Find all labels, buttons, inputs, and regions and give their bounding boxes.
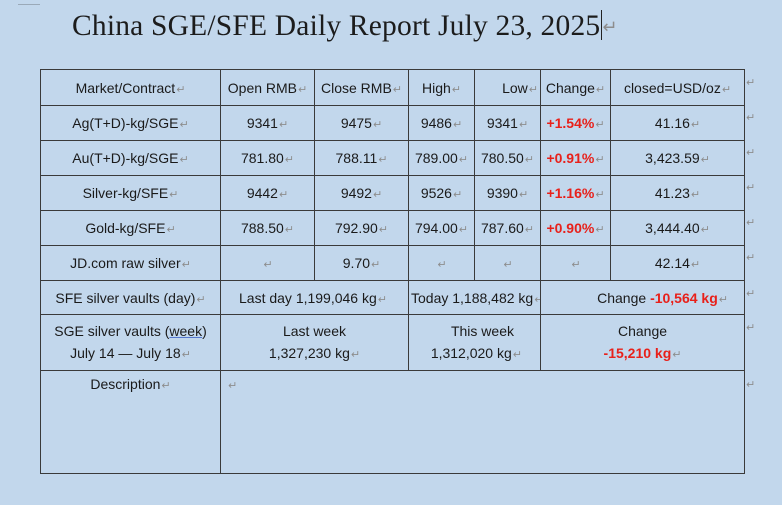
vaults-day-today[interactable]: Today 1,188,482 kg↵ [408, 280, 541, 315]
page-corner-mark [18, 0, 40, 5]
header-change[interactable]: Change↵ [540, 69, 611, 106]
report-title[interactable]: China SGE/SFE Daily Report July 23, 2025… [72, 10, 672, 43]
table-row: JD.com raw silver↵ ↵ 9.70↵ ↵ ↵ ↵ 42.14↵ [40, 245, 745, 281]
cell-high[interactable]: 9526↵ [408, 175, 475, 211]
cell-open[interactable]: ↵ [220, 245, 315, 281]
cell-change[interactable]: +1.16%↵ [540, 175, 611, 211]
vaults-week-label[interactable]: SGE silver vaults (week) July 14 — July … [40, 314, 221, 371]
cell-close[interactable]: 9475↵ [314, 105, 409, 141]
paragraph-mark-icon: ↵ [602, 17, 618, 38]
header-usd[interactable]: closed=USD/oz↵ [610, 69, 745, 106]
report-title-text: China SGE/SFE Daily Report July 23, 2025 [72, 10, 601, 42]
cell-usd[interactable]: 3,423.59↵ [610, 140, 745, 176]
cell-high[interactable]: ↵ [408, 245, 475, 281]
cell-market[interactable]: Gold-kg/SFE↵ [40, 210, 221, 246]
cell-market[interactable]: Au(T+D)-kg/SGE↵ [40, 140, 221, 176]
description-text[interactable]: ↵ [220, 370, 745, 474]
cell-usd[interactable]: 42.14↵ [610, 245, 745, 281]
cell-close[interactable]: 788.11↵ [314, 140, 409, 176]
paragraph-mark-icon: ↵ [176, 82, 186, 96]
cell-market[interactable]: Silver-kg/SFE↵ [40, 175, 221, 211]
cell-open[interactable]: 9341↵ [220, 105, 315, 141]
paragraph-mark-icon: ↵ [298, 82, 308, 96]
cell-usd[interactable]: 41.23↵ [610, 175, 745, 211]
cell-market[interactable]: JD.com raw silver↵ [40, 245, 221, 281]
paragraph-mark-icon: ↵ [595, 82, 606, 96]
header-open[interactable]: Open RMB↵ [220, 69, 315, 106]
cell-high[interactable]: 9486↵ [408, 105, 475, 141]
paragraph-mark-icon: ↵ [721, 82, 732, 96]
row-end-mark-icon: ↵ [746, 76, 756, 89]
vaults-day-last[interactable]: Last day 1,199,046 kg↵ [220, 280, 409, 315]
cell-open[interactable]: 788.50↵ [220, 210, 315, 246]
row-end-mark-icon: ↵ [746, 378, 756, 391]
table-row: Ag(T+D)-kg/SGE↵ 9341↵ 9475↵ 9486↵ 9341↵ … [40, 105, 745, 141]
header-close[interactable]: Close RMB↵ [314, 69, 409, 106]
description-row: Description↵ ↵ [40, 370, 745, 474]
header-market[interactable]: Market/Contract↵ [40, 69, 221, 106]
paragraph-mark-icon: ↵ [528, 82, 538, 96]
report-table: Market/Contract↵ Open RMB↵ Close RMB↵ Hi… [40, 69, 745, 474]
cell-change[interactable]: +1.54%↵ [540, 105, 611, 141]
cell-low[interactable]: ↵ [474, 245, 541, 281]
cell-open[interactable]: 9442↵ [220, 175, 315, 211]
row-end-mark-icon: ↵ [746, 146, 756, 159]
vaults-day-label[interactable]: SFE silver vaults (day)↵ [40, 280, 221, 315]
paragraph-mark-icon: ↵ [392, 82, 402, 96]
cell-change[interactable]: ↵ [540, 245, 611, 281]
cell-change[interactable]: +0.91%↵ [540, 140, 611, 176]
cell-usd[interactable]: 41.16↵ [610, 105, 745, 141]
description-label[interactable]: Description↵ [40, 370, 221, 474]
vaults-week-row: SGE silver vaults (week) July 14 — July … [40, 314, 745, 371]
table-header-row: Market/Contract↵ Open RMB↵ Close RMB↵ Hi… [40, 69, 745, 106]
cell-close[interactable]: 9492↵ [314, 175, 409, 211]
cell-high[interactable]: 794.00↵ [408, 210, 475, 246]
row-end-mark-icon: ↵ [746, 287, 756, 300]
text-cursor [601, 10, 603, 40]
vaults-day-change[interactable]: Change -10,564 kg↵ [540, 280, 745, 315]
table-row: Silver-kg/SFE↵ 9442↵ 9492↵ 9526↵ 9390↵ +… [40, 175, 745, 211]
table-row: Gold-kg/SFE↵ 788.50↵ 792.90↵ 794.00↵ 787… [40, 210, 745, 246]
cell-low[interactable]: 780.50↵ [474, 140, 541, 176]
vaults-week-last[interactable]: Last week 1,327,230 kg↵ [220, 314, 409, 371]
header-low[interactable]: Low↵ [474, 69, 541, 106]
row-end-mark-icon: ↵ [746, 181, 756, 194]
cell-market[interactable]: Ag(T+D)-kg/SGE↵ [40, 105, 221, 141]
cell-open[interactable]: 781.80↵ [220, 140, 315, 176]
vaults-week-this[interactable]: This week 1,312,020 kg↵ [408, 314, 541, 371]
cell-change[interactable]: +0.90%↵ [540, 210, 611, 246]
header-high[interactable]: High↵ [408, 69, 475, 106]
cell-close[interactable]: 9.70↵ [314, 245, 409, 281]
row-end-mark-icon: ↵ [746, 216, 756, 229]
row-end-mark-icon: ↵ [746, 321, 756, 334]
table-row: Au(T+D)-kg/SGE↵ 781.80↵ 788.11↵ 789.00↵ … [40, 140, 745, 176]
row-end-mark-icon: ↵ [746, 251, 756, 264]
paragraph-mark-icon: ↵ [451, 82, 461, 96]
cell-low[interactable]: 9390↵ [474, 175, 541, 211]
cell-close[interactable]: 792.90↵ [314, 210, 409, 246]
vaults-day-row: SFE silver vaults (day)↵ Last day 1,199,… [40, 280, 745, 315]
cell-usd[interactable]: 3,444.40↵ [610, 210, 745, 246]
cell-high[interactable]: 789.00↵ [408, 140, 475, 176]
row-end-mark-icon: ↵ [746, 111, 756, 124]
vaults-week-change[interactable]: Change -15,210 kg↵ [540, 314, 745, 371]
cell-low[interactable]: 787.60↵ [474, 210, 541, 246]
cell-low[interactable]: 9341↵ [474, 105, 541, 141]
